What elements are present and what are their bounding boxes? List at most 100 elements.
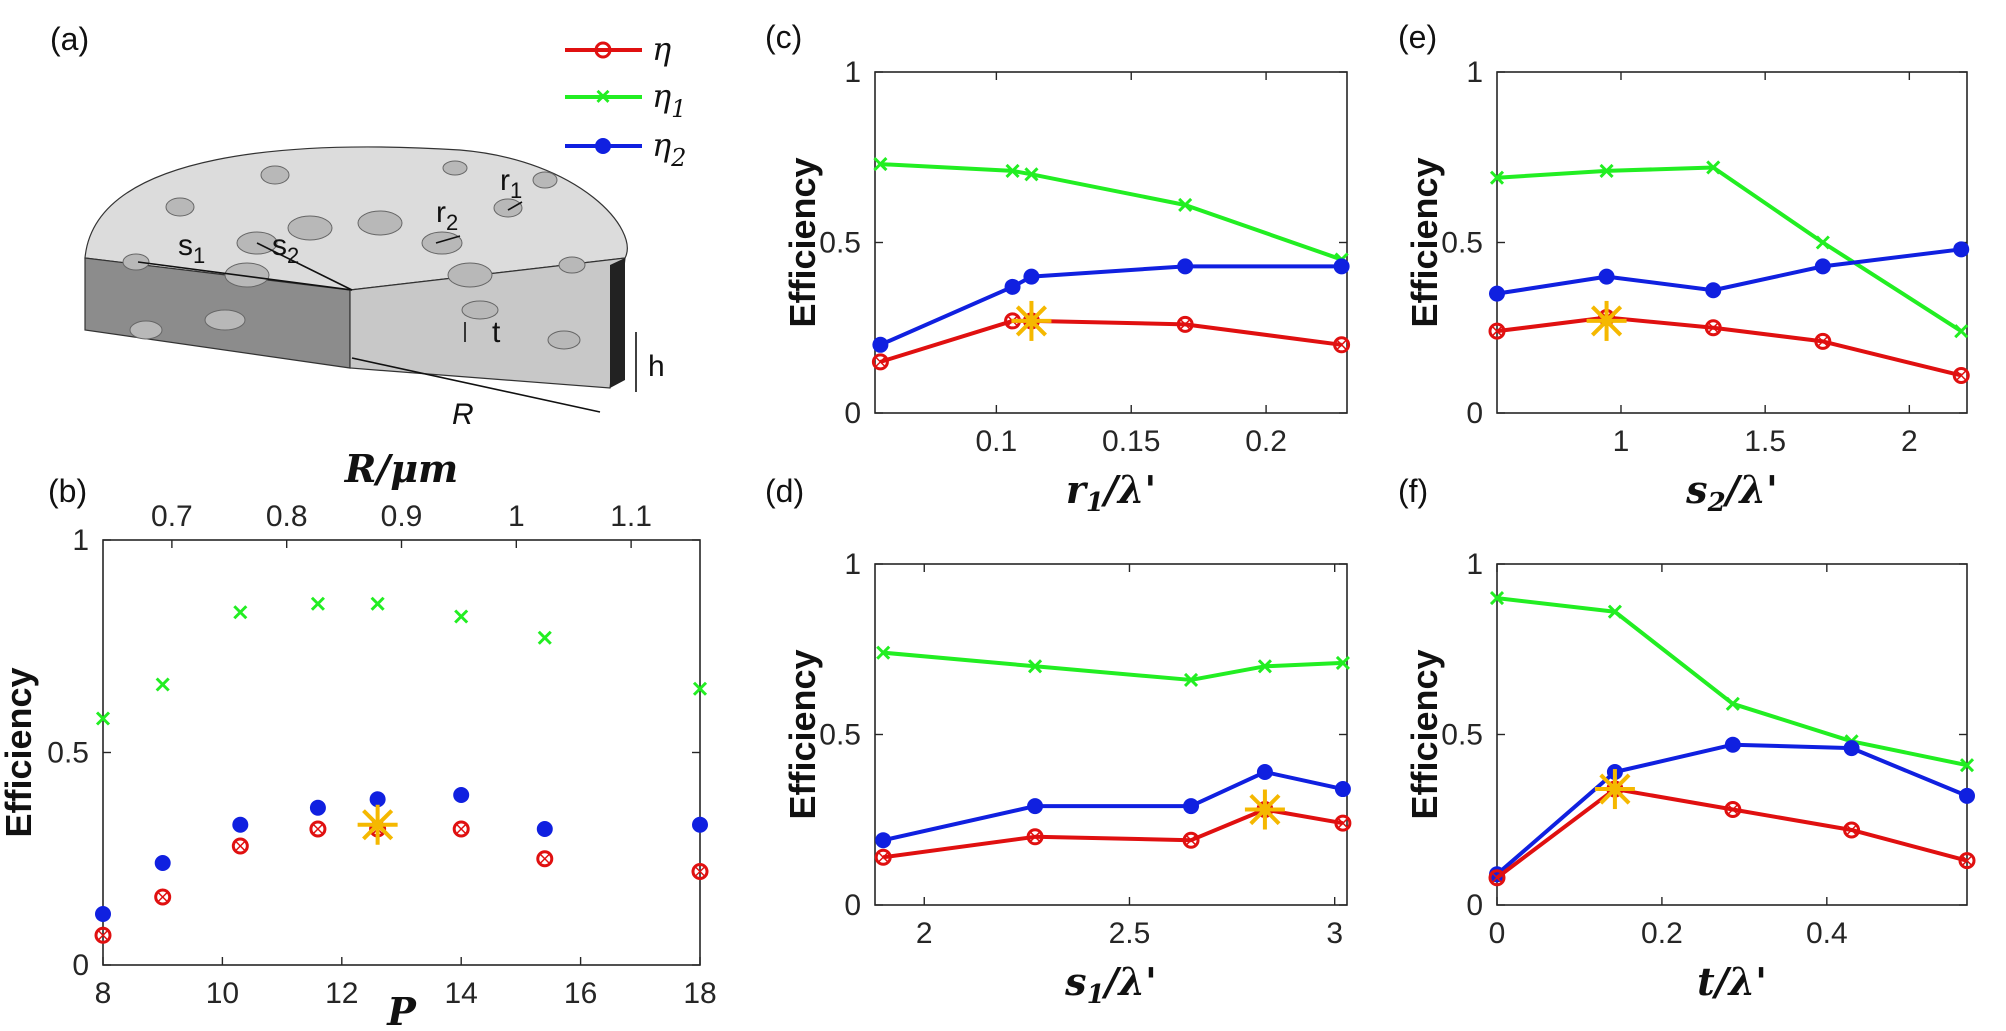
panel-c-point-eta1-2-b bbox=[1024, 167, 1039, 182]
panel-c-point-eta2-4 bbox=[1333, 258, 1350, 275]
panel-c-point-eta2-2 bbox=[1023, 268, 1040, 285]
panel-d-axes-box bbox=[874, 563, 1348, 906]
legend-eta2-label: η2 bbox=[652, 126, 686, 172]
panel-d-xlabel: s1/λ' bbox=[1064, 959, 1157, 1010]
panel-e-series-eta bbox=[1488, 309, 1970, 384]
legend-eta1-marker: × bbox=[595, 81, 610, 111]
panel-f-xlabel: t/λ' bbox=[1697, 959, 1767, 1004]
panel-b-point-eta-3-x2 bbox=[312, 823, 324, 835]
panel-f-point-eta1-0-b bbox=[1489, 591, 1505, 606]
panel-e-point-eta2-1 bbox=[1598, 268, 1615, 285]
panel-b-point-eta-0 bbox=[94, 926, 112, 944]
panel-c-point-eta1-3-b bbox=[1178, 197, 1193, 213]
label-s2: s2 bbox=[272, 229, 299, 268]
panel-c-point-eta2-3 bbox=[1177, 258, 1194, 275]
panel-e-ytick-label-2: 1 bbox=[1466, 56, 1483, 89]
panel-b-top-xtick-label-2: 0.9 bbox=[381, 500, 423, 533]
panel-f-series-eta bbox=[1488, 780, 1976, 887]
label-h: h bbox=[648, 350, 665, 383]
legend: η × η1 η2 bbox=[565, 30, 686, 172]
panel-d-line-eta2 bbox=[882, 770, 1344, 843]
panel-b-series-eta1 bbox=[95, 596, 708, 726]
panel-f-ylabel: Efficiency bbox=[1404, 649, 1445, 819]
panel-d-series-eta2 bbox=[875, 764, 1351, 849]
panel-b-point-eta-0-x2 bbox=[97, 929, 109, 941]
panel-e-point-eta2-4 bbox=[1953, 241, 1970, 258]
panel-e-ytick-label-0: 0 bbox=[1466, 397, 1483, 430]
panel-d-chart: (d) 0 0.5 1 2 2.5 3 Efficiency s1/λ' bbox=[765, 473, 1352, 1010]
label-r2: r2 bbox=[436, 196, 458, 235]
panel-b-top-xtick-label-3: 1 bbox=[508, 500, 525, 533]
panel-a-diagram: (a) bbox=[50, 21, 665, 431]
panel-c-star-marker-ray3 bbox=[1015, 305, 1047, 337]
panel-b-point-eta2-0 bbox=[95, 906, 111, 922]
panel-e-axes-box bbox=[1496, 71, 1968, 414]
panel-d-point-eta2-3 bbox=[1256, 764, 1273, 781]
panel-d-series-eta1 bbox=[876, 645, 1350, 688]
panel-e-ytick-label-1: 0.5 bbox=[1441, 227, 1483, 260]
panel-b-ylabel: Efficiency bbox=[0, 667, 39, 837]
panel-b-point-eta-5-x2 bbox=[455, 823, 467, 835]
panel-b-point-eta-5 bbox=[452, 820, 470, 838]
panel-b-point-eta1-0-b bbox=[95, 711, 111, 726]
panel-d-ytick-label-2: 1 bbox=[844, 548, 861, 581]
panel-e-series-eta1 bbox=[1489, 160, 1969, 339]
panel-d-star-marker-ray3 bbox=[1249, 793, 1281, 826]
panel-b-chart: (b)00.518 10 12 14 16 180.7 0.8 0.9 1 1.1R/μmEffi… bbox=[0, 446, 717, 1031]
panel-f-point-eta1-4-b bbox=[1959, 758, 1975, 773]
panel-d-series-eta bbox=[874, 801, 1352, 866]
panel-b-ytick-label-2: 1 bbox=[72, 524, 89, 557]
panel-c-line-eta1 bbox=[880, 162, 1343, 262]
panel-c-xtick-label-0: 0.1 bbox=[976, 425, 1018, 458]
panel-b-series-eta bbox=[94, 820, 709, 944]
panel-d-point-eta1-0-b bbox=[876, 645, 891, 660]
panel-b-top-xtick-label-1: 0.8 bbox=[266, 500, 308, 533]
panel-b-point-eta2-5 bbox=[453, 787, 470, 803]
legend-eta: η bbox=[565, 30, 671, 68]
panel-b-point-eta2-7 bbox=[692, 816, 708, 833]
diagram-arrows bbox=[137, 201, 637, 413]
panel-d-point-eta-0 bbox=[874, 848, 892, 866]
legend-eta-marker bbox=[594, 41, 612, 59]
panel-c-point-eta-3 bbox=[1176, 315, 1194, 333]
panel-e-point-eta2-3 bbox=[1814, 258, 1831, 275]
panel-c-point-eta-4-x2 bbox=[1336, 339, 1348, 351]
panel-d-point-eta-1-x2 bbox=[1029, 831, 1041, 843]
panel-d-point-eta2-0 bbox=[875, 832, 892, 849]
disk-edge bbox=[610, 258, 625, 388]
panel-d-point-eta-0-x2 bbox=[877, 851, 889, 863]
panel-e-series-eta2 bbox=[1489, 241, 1970, 302]
panel-e-xlabel: s2/λ' bbox=[1685, 467, 1778, 518]
panel-b-series-eta2 bbox=[95, 787, 708, 922]
panel-f-ytick-label-0: 0 bbox=[1466, 889, 1483, 922]
panel-b-point-eta2-3 bbox=[309, 799, 326, 816]
panel-b-point-eta-3 bbox=[309, 820, 327, 838]
panel-f-point-eta2-4 bbox=[1959, 787, 1975, 804]
panel-c-axes-box bbox=[874, 71, 1348, 414]
panel-e-point-eta-0 bbox=[1488, 322, 1506, 340]
panel-f-point-eta2-2 bbox=[1724, 736, 1741, 753]
panel-b-xtick-label-4: 16 bbox=[564, 977, 597, 1010]
panel-d-point-eta-2-x2 bbox=[1185, 834, 1197, 846]
panel-a-tag: (a) bbox=[50, 21, 89, 57]
panel-b-point-eta-7-x2 bbox=[694, 865, 706, 878]
panel-f-xtick-label-2: 0.4 bbox=[1806, 917, 1848, 950]
panel-b-point-eta-6 bbox=[536, 850, 554, 868]
panel-f-chart: (f) 0 0.5 1 0 0.2 0.4 Efficiency t/λ' bbox=[1398, 473, 1976, 1004]
legend-eta2: η2 bbox=[565, 126, 686, 172]
legend-eta2-marker bbox=[595, 138, 611, 154]
panel-e-point-eta-2-x2 bbox=[1707, 322, 1719, 334]
panel-f-point-eta1-1-b bbox=[1607, 604, 1622, 619]
panel-c-xtick-label-2: 0.2 bbox=[1245, 425, 1287, 458]
panel-f-point-eta-3 bbox=[1843, 821, 1861, 839]
panel-c-line-eta bbox=[879, 318, 1342, 364]
panel-f-point-eta2-3 bbox=[1843, 740, 1860, 757]
panel-b-point-eta1-2-b bbox=[233, 605, 248, 620]
panel-b-top-xlabel: R/μm bbox=[344, 446, 458, 491]
panel-d-point-eta1-4-b bbox=[1335, 655, 1350, 670]
panel-e-xtick-label-1: 1.5 bbox=[1744, 425, 1786, 458]
panel-e-xtick-label-0: 1 bbox=[1613, 425, 1630, 458]
panel-c-point-eta1-1-b bbox=[1005, 163, 1020, 178]
panel-e-point-eta-0-x2 bbox=[1491, 325, 1503, 337]
